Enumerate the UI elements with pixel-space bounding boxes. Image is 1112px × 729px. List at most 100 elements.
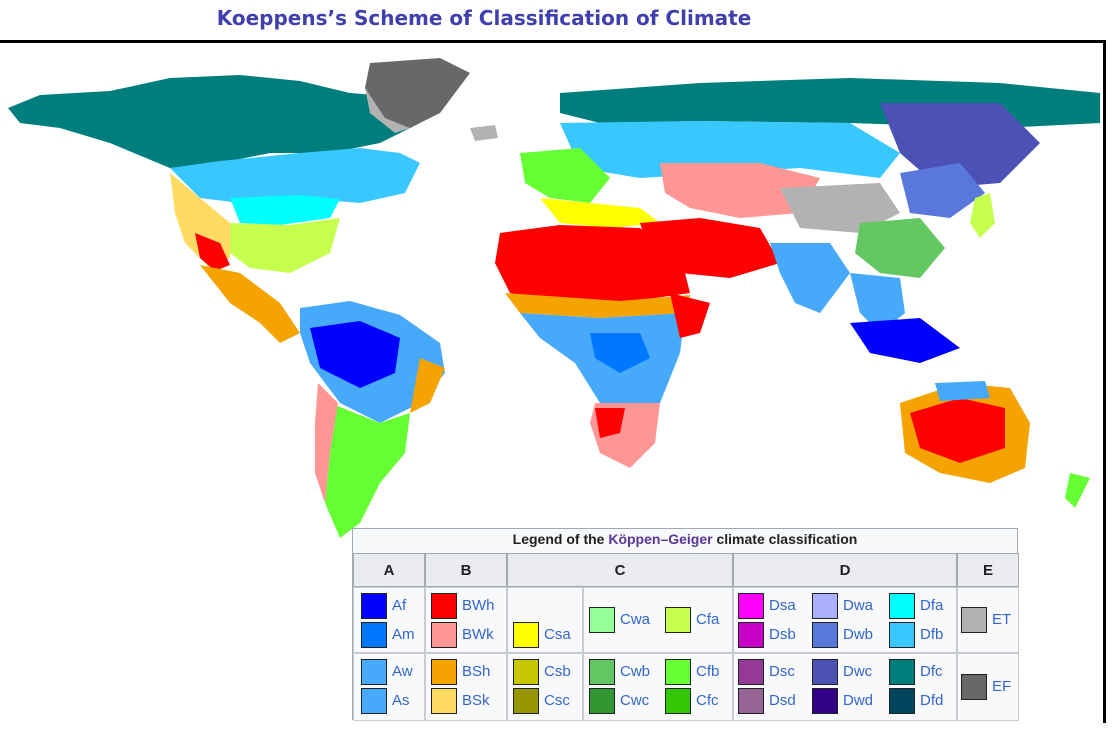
indonesia: [850, 318, 960, 363]
central-asia: [660, 163, 820, 218]
legend-code-et[interactable]: ET: [992, 611, 1012, 628]
koppen-geiger-link[interactable]: Köppen–Geiger: [608, 531, 713, 547]
legend-swatch-cfc: [665, 688, 691, 714]
legend-swatch-am: [361, 622, 387, 648]
sa-amazon: [310, 321, 400, 388]
legend-code-dfb[interactable]: Dfb: [920, 626, 944, 643]
legend-code-dsc[interactable]: Dsc: [769, 663, 795, 680]
na-subarctic: [170, 148, 420, 203]
legend-cell-d1: [733, 587, 957, 653]
med: [540, 198, 660, 228]
horn: [670, 293, 710, 338]
legend-swatch-dsb: [738, 622, 764, 648]
kalahari: [595, 408, 625, 438]
legend-swatch-dfc: [889, 659, 915, 685]
south-america: [300, 301, 445, 538]
legend-swatch-cfb: [665, 659, 691, 685]
legend-swatch-aw: [361, 659, 387, 685]
legend-code-dfc[interactable]: Dfc: [920, 663, 943, 680]
na-desert: [195, 233, 230, 271]
legend-swatch-bsk: [431, 688, 457, 714]
na-dfa: [230, 195, 340, 225]
legend-code-bwh[interactable]: BWh: [462, 597, 495, 614]
legend-code-af[interactable]: Af: [392, 597, 407, 614]
sahara: [495, 225, 690, 303]
legend-swatch-dwb: [812, 622, 838, 648]
legend-cell-d2: [733, 653, 957, 721]
legend-code-as[interactable]: As: [392, 692, 410, 709]
legend-caption-prefix: Legend of the: [512, 531, 609, 547]
eurasia-dfb: [560, 121, 900, 178]
legend-code-dwb[interactable]: Dwb: [843, 626, 874, 643]
china: [855, 218, 945, 278]
manchuria: [900, 163, 985, 218]
sa-east: [410, 358, 445, 413]
legend-code-dsa[interactable]: Dsa: [769, 597, 796, 614]
legend-swatch-csa: [513, 622, 539, 648]
india: [770, 243, 850, 313]
australia-desert: [910, 398, 1005, 463]
legend-code-cwa[interactable]: Cwa: [620, 611, 651, 628]
legend-code-cwc[interactable]: Cwc: [620, 692, 650, 709]
legend-caption: Legend of the Köppen–Geiger climate clas…: [353, 529, 1017, 549]
legend-swatch-cfa: [665, 607, 691, 633]
legend-code-bwk[interactable]: BWk: [462, 626, 494, 643]
legend-code-cfb[interactable]: Cfb: [696, 663, 720, 680]
legend-swatch-csb: [513, 659, 539, 685]
legend-code-cwb[interactable]: Cwb: [620, 663, 651, 680]
na-cfa: [230, 218, 340, 273]
congo: [590, 333, 650, 373]
north-america: [8, 58, 470, 343]
legend-swatch-af: [361, 593, 387, 619]
group-header-d: D: [733, 553, 957, 587]
new-zealand: [1065, 473, 1090, 508]
greenland: [365, 58, 470, 128]
iceland: [470, 125, 498, 141]
page-title: Koeppens’s Scheme of Classification of C…: [216, 6, 752, 30]
legend-code-bsh[interactable]: BSh: [462, 663, 491, 680]
central-africa: [520, 313, 685, 423]
africa: [495, 225, 710, 468]
legend-code-am[interactable]: Am: [392, 626, 415, 643]
legend-code-ef[interactable]: EF: [992, 678, 1012, 695]
legend-swatch-ef: [961, 674, 987, 700]
world-climate-map: [8, 58, 1100, 538]
siberia: [880, 103, 1040, 188]
world-map: [0, 40, 1106, 723]
legend-code-dsd[interactable]: Dsd: [769, 692, 796, 709]
legend-swatch-dfb: [889, 622, 915, 648]
greenland-edge: [365, 88, 410, 133]
group-header-c: C: [507, 553, 733, 587]
legend-code-dfd[interactable]: Dfd: [920, 692, 944, 709]
legend-swatch-csc: [513, 688, 539, 714]
na-mexico: [200, 265, 300, 343]
legend-swatch-dfa: [889, 593, 915, 619]
legend-swatch-et: [961, 607, 987, 633]
legend-code-cfc[interactable]: Cfc: [696, 692, 719, 709]
legend-swatch-dsa: [738, 593, 764, 619]
legend-code-dfa[interactable]: Dfa: [920, 597, 944, 614]
legend-code-csb[interactable]: Csb: [544, 663, 571, 680]
legend-code-bsk[interactable]: BSk: [462, 692, 490, 709]
legend-code-dsb[interactable]: Dsb: [769, 626, 796, 643]
legend-code-dwd[interactable]: Dwd: [843, 692, 874, 709]
legend-swatch-bwk: [431, 622, 457, 648]
se-asia: [850, 273, 905, 333]
legend-caption-suffix: climate classification: [712, 531, 858, 547]
legend-code-dwa[interactable]: Dwa: [843, 597, 874, 614]
sa-andes: [315, 383, 338, 503]
legend-code-dwc[interactable]: Dwc: [843, 663, 873, 680]
group-header-b: B: [425, 553, 507, 587]
legend-code-csa[interactable]: Csa: [544, 626, 571, 643]
legend-code-cfa[interactable]: Cfa: [696, 611, 720, 628]
legend-swatch-as: [361, 688, 387, 714]
legend-swatch-dwd: [812, 688, 838, 714]
legend-swatch-cwa: [589, 607, 615, 633]
australia: [900, 381, 1090, 508]
legend-swatch-dsd: [738, 688, 764, 714]
legend-code-aw[interactable]: Aw: [392, 663, 413, 680]
europe: [520, 148, 610, 203]
legend-swatch-dfd: [889, 688, 915, 714]
legend-swatch-dsc: [738, 659, 764, 685]
legend-code-csc[interactable]: Csc: [544, 692, 570, 709]
